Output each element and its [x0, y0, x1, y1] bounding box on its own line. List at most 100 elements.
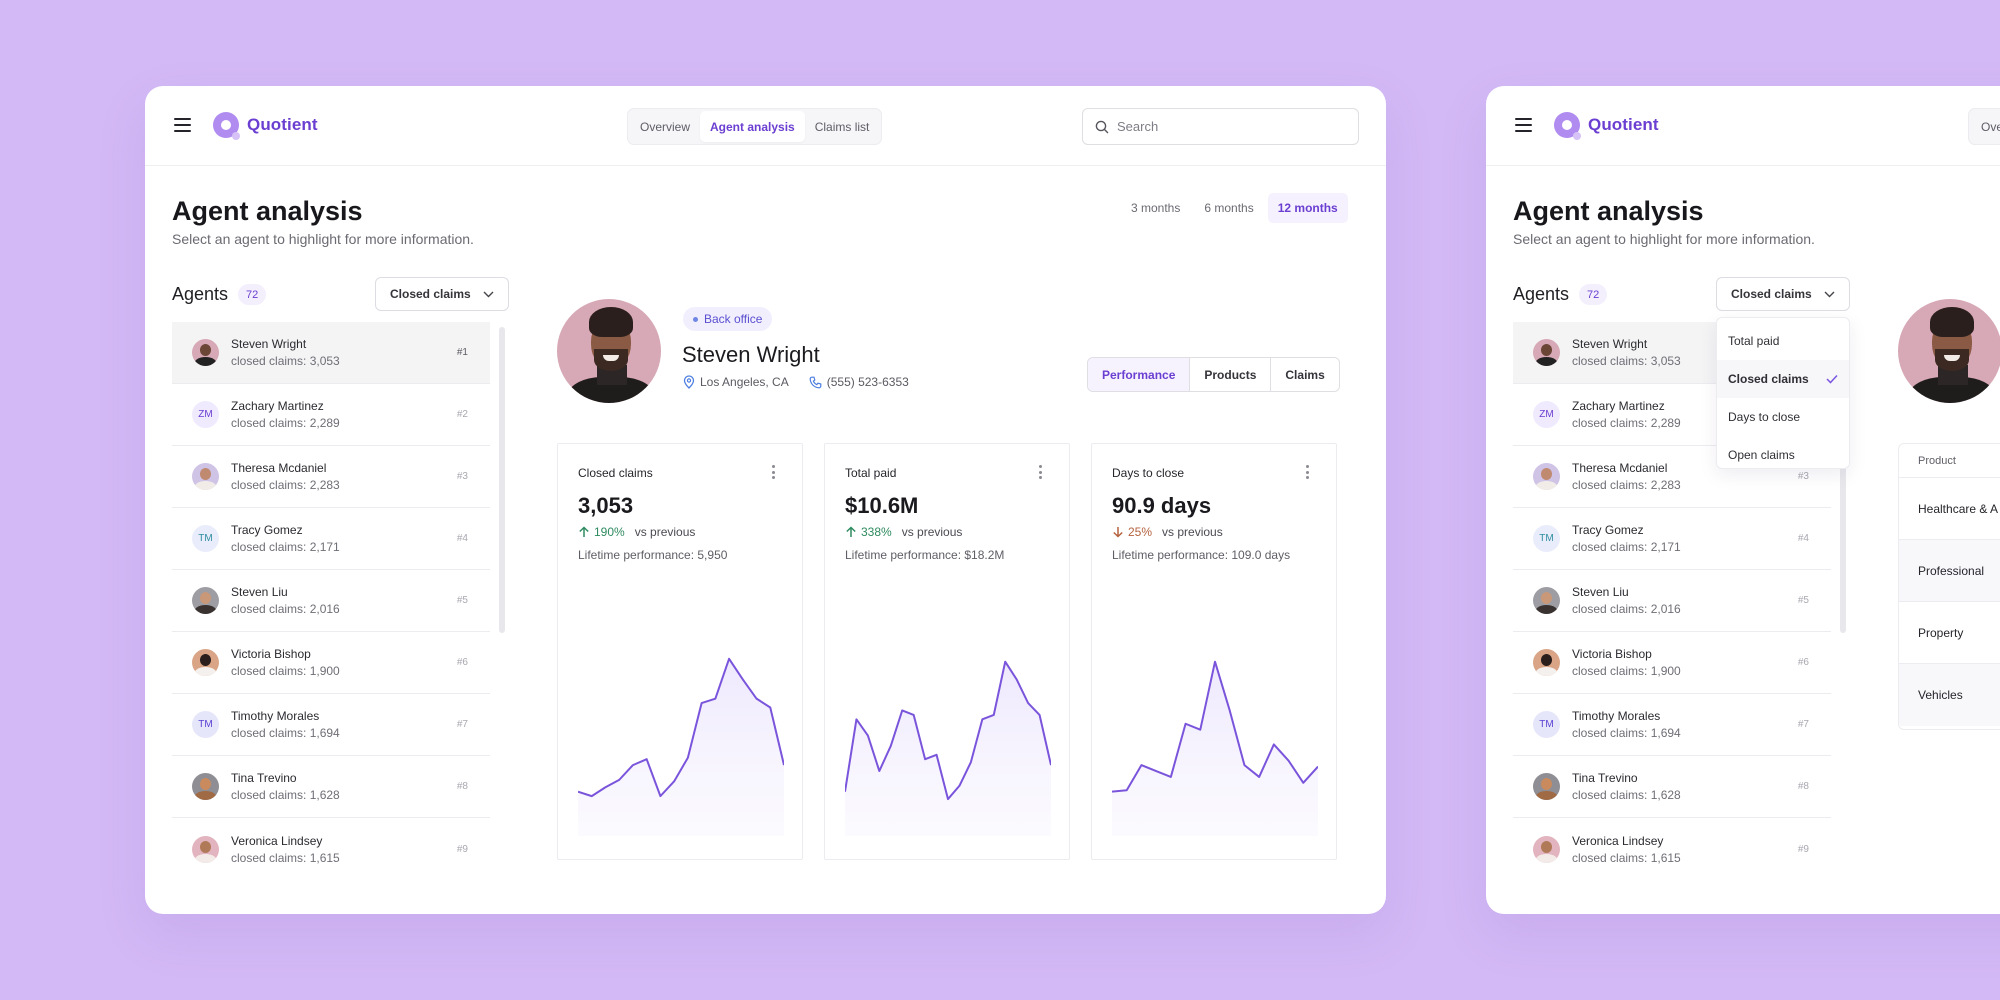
change-suffix: vs previous — [901, 525, 963, 539]
metric-select-value: Closed claims — [390, 287, 471, 301]
agent-row[interactable]: Victoria Bishop closed claims: 1,900 #6 — [172, 632, 490, 694]
agent-metric: closed claims: 3,053 — [231, 354, 340, 368]
card-value: 90.9 days — [1112, 493, 1212, 518]
more-options-icon[interactable] — [1306, 465, 1310, 479]
agent-row[interactable]: Theresa Mcdaniel closed claims: 2,283 #3 — [172, 446, 490, 508]
table-row[interactable]: Property — [1899, 602, 2000, 664]
agent-name: Victoria Bishop — [1572, 647, 1652, 661]
agent-row[interactable]: TM Tracy Gomez closed claims: 2,171 #4 — [172, 508, 490, 570]
tab-claims[interactable]: Claims — [1270, 358, 1339, 391]
agent-row[interactable]: Victoria Bishop closed claims: 1,900 #6 — [1513, 632, 1831, 694]
agent-row[interactable]: Steven Wright closed claims: 3,053 #1 — [172, 322, 490, 384]
kpi-card-closed-claims: Closed claims 3,053 190% vs previous Lif… — [557, 443, 803, 860]
kpi-cards: Closed claims 3,053 190% vs previous Lif… — [557, 443, 1337, 860]
nav-tabs: Overview Agent analysis Claims list — [627, 108, 883, 145]
page-subtitle: Select an agent to highlight for more in… — [172, 231, 474, 247]
card-change: 338% vs previous — [845, 525, 962, 539]
kpi-card-days-to-close: Days to close 90.9 days 25% vs previous … — [1091, 443, 1337, 860]
lifetime-performance: Lifetime performance: 109.0 days — [1112, 548, 1291, 562]
search-icon — [1095, 120, 1109, 133]
agent-name: Timothy Morales — [231, 709, 320, 723]
table-row[interactable]: Healthcare & A — [1899, 478, 2000, 540]
tab-performance[interactable]: Performance — [1088, 358, 1190, 391]
menu-item-label: Days to close — [1728, 410, 1801, 424]
logo[interactable]: Quotient — [1554, 112, 1659, 140]
agent-list-scrollbar[interactable] — [1840, 327, 1846, 633]
range-3-months[interactable]: 3 months — [1131, 201, 1181, 215]
lifetime-performance: Lifetime performance: 5,950 — [578, 548, 728, 562]
agent-name: Steven Wright — [231, 337, 307, 351]
agent-metric: closed claims: 1,628 — [231, 788, 340, 802]
product-table: Product Healthcare & A Professional Prop… — [1898, 443, 2000, 730]
agent-rank: #3 — [1797, 471, 1809, 482]
range-12-months[interactable]: 12 months — [1267, 193, 1348, 223]
agent-list-scrollbar[interactable] — [499, 327, 505, 633]
search-input[interactable] — [1117, 119, 1317, 134]
menu-item-closed-claims[interactable]: Closed claims — [1717, 360, 1849, 398]
agent-metric: closed claims: 2,016 — [231, 602, 340, 616]
agent-name: Zachary Martinez — [231, 399, 324, 413]
card-value: $10.6M — [845, 493, 919, 518]
profile-phone[interactable]: (555) 523-6353 — [809, 375, 909, 389]
avatar — [192, 835, 219, 863]
agent-name: Veronica Lindsey — [231, 833, 323, 848]
checkmark-icon — [1826, 374, 1838, 384]
avatar — [1533, 835, 1560, 863]
agent-row[interactable]: Veronica Lindsey closed claims: 1,615 #9 — [1513, 818, 1831, 880]
page-subtitle: Select an agent to highlight for more in… — [1513, 231, 1815, 247]
page-title: Agent analysis — [1513, 196, 1704, 226]
hamburger-menu-icon[interactable] — [1515, 118, 1532, 132]
agent-row[interactable]: TM Timothy Morales closed claims: 1,694 #… — [172, 694, 490, 756]
tab-overview[interactable]: Overview — [1968, 108, 2000, 145]
agent-row[interactable]: TM Timothy Morales closed claims: 1,694 #… — [1513, 694, 1831, 756]
metric-select[interactable]: Closed claims — [1716, 277, 1850, 311]
agent-metric: closed claims: 2,289 — [1572, 416, 1681, 430]
app-window-secondary: Quotient Overview Agent analysis Select … — [1486, 86, 2000, 914]
agent-metric: closed claims: 1,900 — [231, 664, 340, 678]
metric-select[interactable]: Closed claims — [375, 277, 509, 311]
hamburger-menu-icon[interactable] — [174, 118, 191, 132]
agent-metric: closed claims: 1,615 — [1572, 850, 1681, 865]
logo[interactable]: Quotient — [213, 112, 318, 140]
menu-item-days-to-close[interactable]: Days to close — [1717, 398, 1849, 436]
agent-rank: #7 — [456, 719, 468, 730]
agent-row[interactable]: Tina Trevino closed claims: 1,628 #8 — [172, 756, 490, 818]
agent-metric: closed claims: 2,171 — [1572, 540, 1681, 554]
top-bar: Quotient Overview Agent analysis Claims … — [145, 86, 1386, 166]
agent-rank: #7 — [1797, 719, 1809, 730]
agent-row[interactable]: ZM Zachary Martinez closed claims: 2,289 … — [1513, 384, 1831, 446]
menu-item-total-paid[interactable]: Total paid — [1717, 322, 1849, 360]
tab-overview[interactable]: Overview — [640, 119, 691, 134]
agent-row[interactable]: Theresa Mcdaniel closed claims: 2,283 #3 — [1513, 446, 1831, 508]
agent-row[interactable]: Veronica Lindsey closed claims: 1,615 #9 — [172, 818, 490, 880]
more-options-icon[interactable] — [772, 465, 776, 479]
tab-products[interactable]: Products — [1189, 358, 1271, 391]
table-row[interactable]: Vehicles — [1899, 664, 2000, 726]
search-box[interactable] — [1082, 108, 1359, 145]
top-bar: Quotient Overview — [1486, 86, 2000, 166]
agent-row[interactable]: ZM Zachary Martinez closed claims: 2,289 … — [172, 384, 490, 446]
metric-select-value: Closed claims — [1731, 287, 1812, 301]
card-value: 3,053 — [578, 493, 634, 518]
table-row[interactable]: Professional — [1899, 540, 2000, 602]
more-options-icon[interactable] — [1039, 465, 1043, 479]
card-title: Days to close — [1112, 466, 1185, 480]
agent-row[interactable]: TM Tracy Gomez closed claims: 2,171 #4 — [1513, 508, 1831, 570]
range-6-months[interactable]: 6 months — [1204, 201, 1254, 215]
tab-claims-list[interactable]: Claims list — [814, 119, 870, 134]
agent-row[interactable]: Tina Trevino closed claims: 1,628 #8 — [1513, 756, 1831, 818]
phone-icon — [809, 376, 822, 388]
tab-agent-analysis[interactable]: Agent analysis — [700, 111, 805, 142]
menu-item-open-claims[interactable]: Open claims — [1717, 436, 1849, 474]
quotient-logo-icon — [213, 112, 240, 140]
agent-name: Tina Trevino — [1572, 771, 1638, 785]
agent-row[interactable]: Steven Liu closed claims: 2,016 #5 — [172, 570, 490, 632]
agent-rank: #2 — [456, 409, 468, 420]
arrow-down-icon — [1113, 527, 1123, 538]
agent-metric: closed claims: 1,628 — [1572, 788, 1681, 802]
agent-row[interactable]: Steven Liu closed claims: 2,016 #5 — [1513, 570, 1831, 632]
agent-rank: #6 — [1797, 657, 1809, 668]
profile-meta: Los Angeles, CA (555) 523-6353 — [683, 375, 909, 389]
chevron-down-icon — [1824, 291, 1835, 297]
